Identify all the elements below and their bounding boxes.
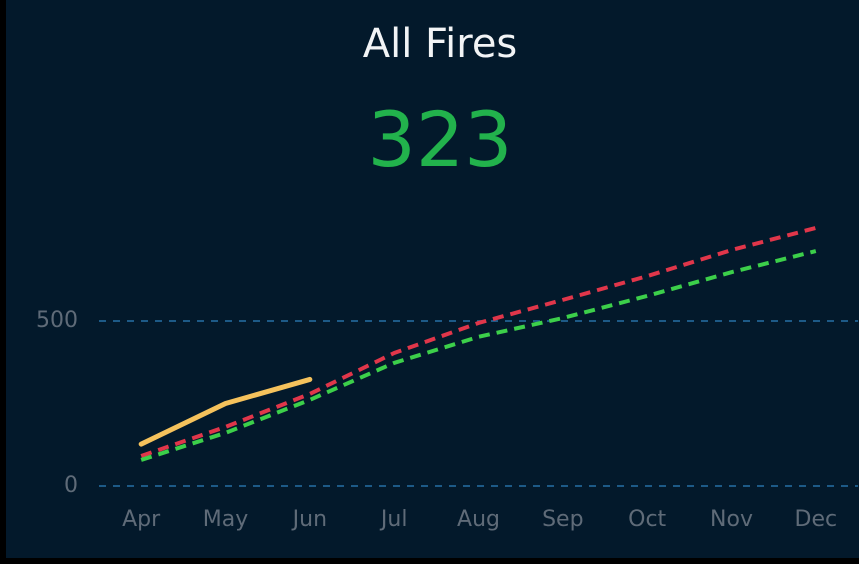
x-tick-label: Nov (710, 507, 753, 532)
x-tick-label: May (203, 507, 248, 532)
series-line (140, 249, 817, 462)
series-line (140, 226, 817, 458)
series-line (138, 376, 313, 447)
x-tick-label: Dec (795, 507, 838, 532)
x-tick-label: Aug (457, 507, 500, 532)
headline-value: 323 (367, 95, 512, 184)
chart-title: All Fires (363, 21, 518, 67)
x-tick-label: Apr (122, 507, 161, 532)
y-tick-label: 500 (36, 308, 78, 333)
x-tick-label: Oct (628, 507, 666, 532)
y-tick-label: 0 (64, 473, 78, 498)
x-tick-label: Jul (379, 507, 408, 532)
x-tick-label: Jun (291, 507, 327, 532)
panel (6, 0, 859, 558)
x-tick-label: Sep (542, 507, 583, 532)
